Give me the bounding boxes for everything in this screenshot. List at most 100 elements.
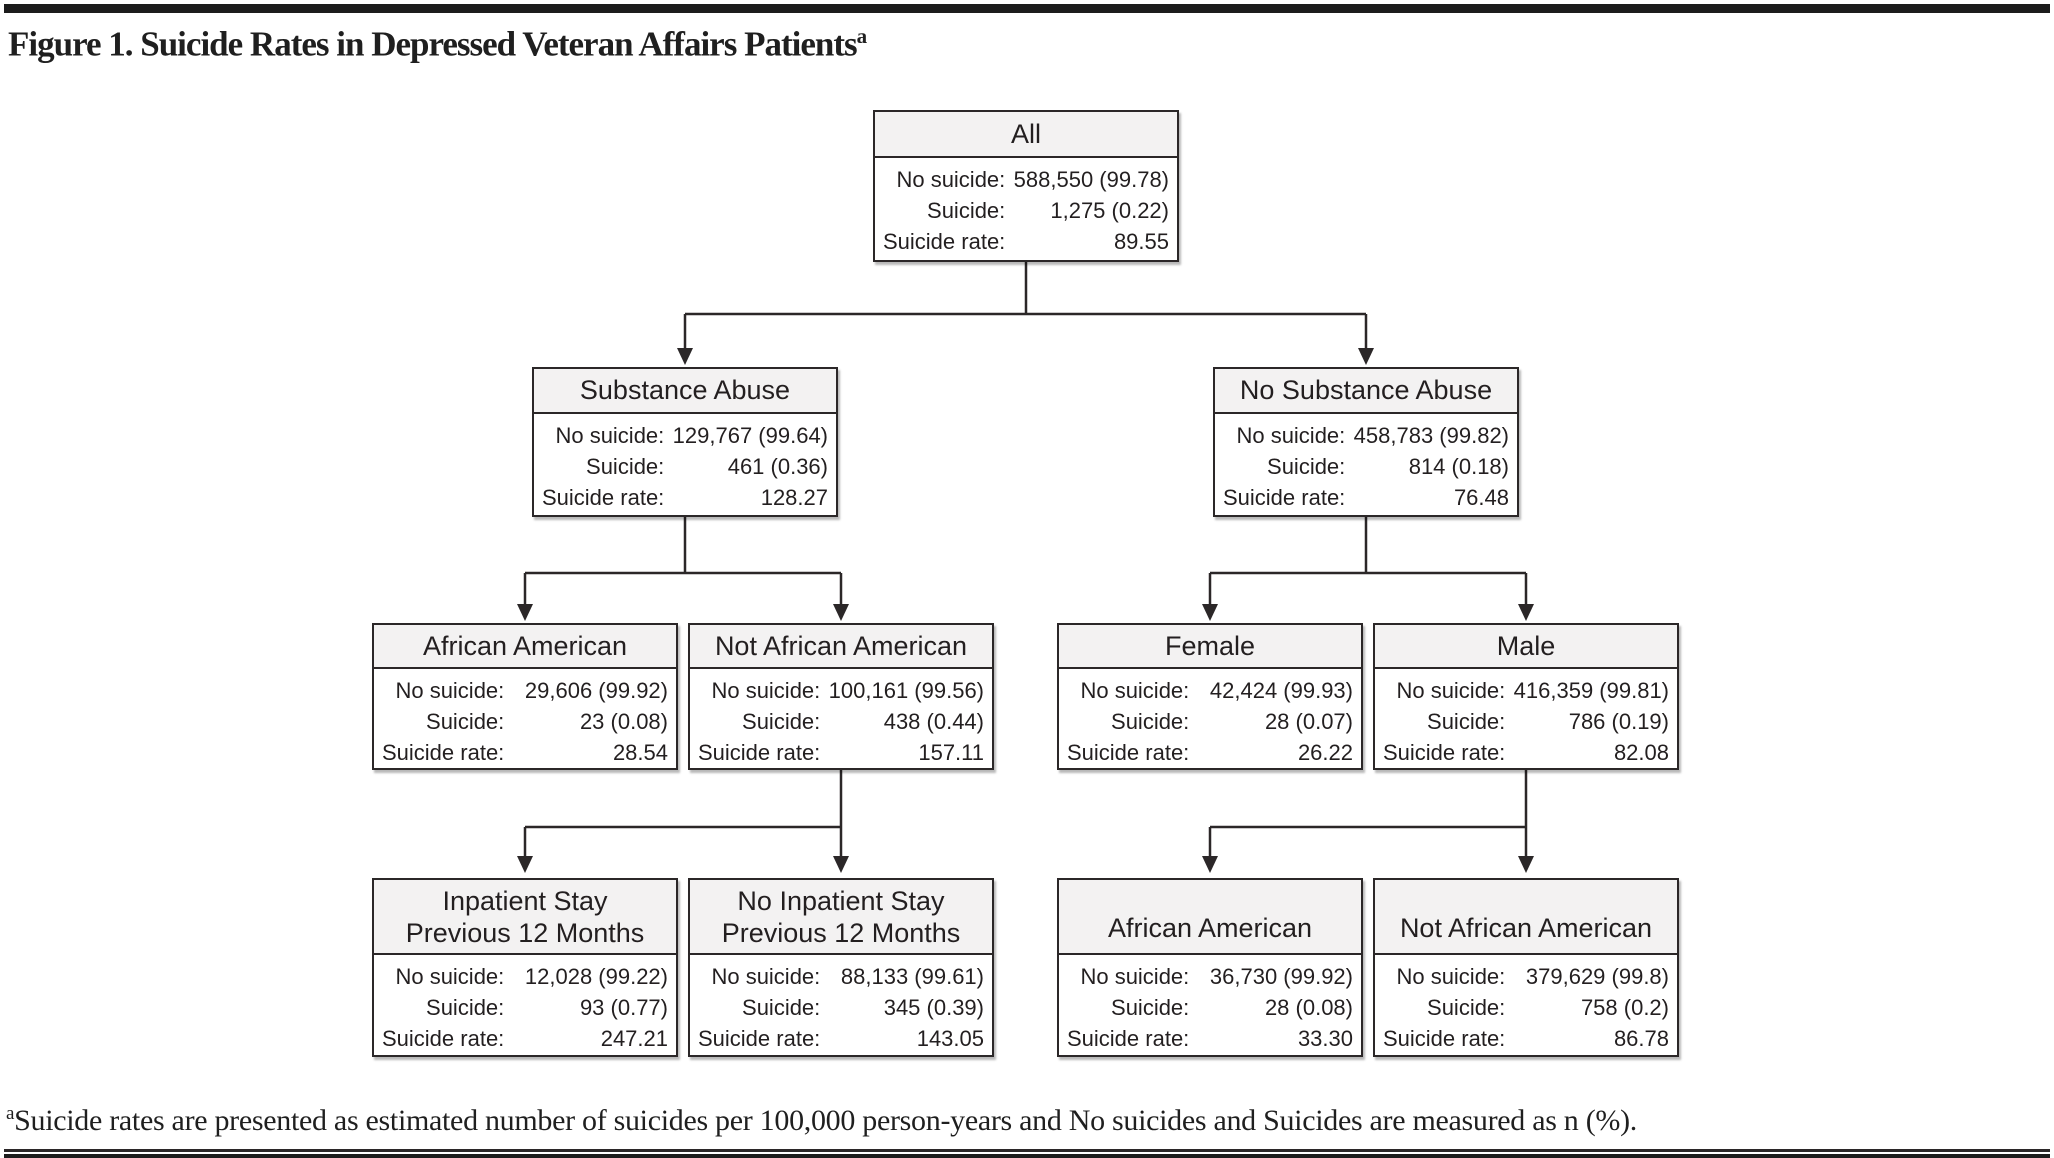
node-sa-not-african-american-title: Not African American [690, 625, 992, 669]
stat-label-suicide: Suicide: [742, 995, 821, 1020]
stat-label-no-suicide: No suicide: [1080, 678, 1190, 703]
stat-label-suicide: Suicide: [1267, 454, 1346, 479]
stat-label-suicide-rate: Suicide rate: [542, 485, 665, 510]
node-male-title: Male [1375, 625, 1677, 669]
node-no-inpatient-stay: No Inpatient Stay Previous 12 Months No … [688, 878, 994, 1057]
stat-value-no-suicide: 129,767 (99.64) [672, 423, 828, 448]
stat-label-no-suicide: No suicide: [395, 964, 505, 989]
node-male-not-african-american: Not African American No suicide: 379,629 … [1373, 878, 1679, 1057]
stat-label-suicide-rate: Suicide rate: [883, 229, 1006, 254]
stat-label-suicide-rate: Suicide rate: [698, 740, 821, 765]
stat-value-suicide: 758 (0.2) [1580, 995, 1669, 1020]
arrow-down-icon [1202, 604, 1218, 621]
stat-label-no-suicide: No suicide: [896, 167, 1006, 192]
node-substance-abuse-title: Substance Abuse [534, 369, 836, 414]
stat-label-suicide: Suicide: [927, 198, 1006, 223]
stat-label-suicide-rate: Suicide rate: [382, 740, 505, 765]
stat-value-suicide-rate: 33.30 [1297, 1026, 1353, 1051]
node-male: Male No suicide: 416,359 (99.81) Suicide:… [1373, 623, 1679, 770]
stat-value-no-suicide: 588,550 (99.78) [1013, 167, 1169, 192]
figure-title-text: Figure 1. Suicide Rates in Depressed Vet… [8, 24, 858, 64]
stat-label-suicide: Suicide: [426, 995, 505, 1020]
stat-value-suicide: 461 (0.36) [727, 454, 828, 479]
stat-value-suicide: 23 (0.08) [579, 709, 668, 734]
arrow-down-icon [833, 856, 849, 873]
stat-label-suicide-rate: Suicide rate: [382, 1026, 505, 1051]
node-female-title: Female [1059, 625, 1361, 669]
stat-value-suicide-rate: 89.55 [1113, 229, 1169, 254]
stat-label-no-suicide: No suicide: [1396, 964, 1506, 989]
arrow-down-icon [833, 604, 849, 621]
stat-value-suicide: 345 (0.39) [883, 995, 984, 1020]
arrow-down-icon [1518, 604, 1534, 621]
stat-value-no-suicide: 12,028 (99.22) [524, 964, 668, 989]
connector-not-african-american-children [523, 770, 843, 858]
stat-label-suicide: Suicide: [1427, 995, 1506, 1020]
arrow-down-icon [1358, 348, 1374, 365]
node-no-substance-abuse-stats: No suicide: 458,783 (99.82) Suicide: 814 (… [1215, 414, 1517, 513]
node-no-inpatient-stay-stats: No suicide: 88,133 (99.61) Suicide: 345 (0… [690, 955, 992, 1054]
node-all-title: All [875, 112, 1177, 158]
node-male-not-african-american-stats: No suicide: 379,629 (99.8) Suicide: 758 (0… [1375, 955, 1677, 1054]
arrow-down-icon [677, 348, 693, 365]
stat-value-no-suicide: 88,133 (99.61) [840, 964, 984, 989]
connector-male-children [1208, 770, 1528, 858]
stat-value-no-suicide: 379,629 (99.8) [1525, 964, 1669, 989]
stat-value-suicide-rate: 28.54 [612, 740, 668, 765]
node-male-stats: No suicide: 416,359 (99.81) Suicide: 786 (… [1375, 669, 1677, 768]
stat-label-suicide-rate: Suicide rate: [1067, 1026, 1190, 1051]
connector-all-children [683, 262, 1368, 352]
stat-label-suicide-rate: Suicide rate: [1223, 485, 1346, 510]
connector-no-substance-abuse-children [1208, 517, 1528, 608]
node-sa-not-african-american: Not African American No suicide: 100,161 … [688, 623, 994, 770]
node-no-substance-abuse: No Substance Abuse No suicide: 458,783 (9… [1213, 367, 1519, 517]
stat-label-suicide: Suicide: [1111, 995, 1190, 1020]
node-female: Female No suicide: 42,424 (99.93) Suicide… [1057, 623, 1363, 770]
figure-title: Figure 1. Suicide Rates in Depressed Vet… [8, 24, 867, 65]
node-title-line2: Previous 12 Months [721, 917, 961, 948]
node-inpatient-stay-title: Inpatient Stay Previous 12 Months [374, 880, 676, 955]
footnote-superscript: a [6, 1103, 15, 1124]
stat-label-no-suicide: No suicide: [1396, 678, 1506, 703]
stat-label-suicide: Suicide: [742, 709, 821, 734]
stat-value-suicide-rate: 247.21 [600, 1026, 668, 1051]
node-sa-african-american-title: African American [374, 625, 676, 669]
stat-value-suicide-rate: 128.27 [760, 485, 828, 510]
stat-value-no-suicide: 458,783 (99.82) [1353, 423, 1509, 448]
node-inpatient-stay-stats: No suicide: 12,028 (99.22) Suicide: 93 (0.… [374, 955, 676, 1054]
stat-value-suicide-rate: 86.78 [1613, 1026, 1669, 1051]
stat-label-suicide-rate: Suicide rate: [698, 1026, 821, 1051]
stat-value-suicide-rate: 82.08 [1613, 740, 1669, 765]
stat-label-no-suicide: No suicide: [555, 423, 665, 448]
stat-label-no-suicide: No suicide: [711, 678, 821, 703]
node-all-stats: No suicide: 588,550 (99.78) Suicide: 1,275… [875, 158, 1177, 257]
stat-value-suicide: 814 (0.18) [1408, 454, 1509, 479]
connector-substance-abuse-children [523, 517, 843, 608]
stat-label-suicide: Suicide: [426, 709, 505, 734]
bottom-rule-thin [4, 1149, 2050, 1152]
figure-title-superscript: a [856, 24, 867, 48]
node-substance-abuse: Substance Abuse No suicide: 129,767 (99.6… [532, 367, 838, 517]
top-rule-bar [4, 4, 2050, 13]
arrow-down-icon [517, 604, 533, 621]
footnote-text: Suicide rates are presented as estimated… [14, 1104, 1637, 1137]
stat-value-no-suicide: 416,359 (99.81) [1513, 678, 1669, 703]
stat-value-suicide: 438 (0.44) [883, 709, 984, 734]
node-male-african-american: African American No suicide: 36,730 (99.9… [1057, 878, 1363, 1057]
stat-value-no-suicide: 42,424 (99.93) [1209, 678, 1353, 703]
node-all: All No suicide: 588,550 (99.78) Suicide: 1… [873, 110, 1179, 262]
stat-value-no-suicide: 100,161 (99.56) [828, 678, 984, 703]
node-no-inpatient-stay-title: No Inpatient Stay Previous 12 Months [690, 880, 992, 955]
arrow-down-icon [517, 856, 533, 873]
node-male-african-american-title: African American [1059, 880, 1361, 955]
node-title-line1: Inpatient Stay [442, 885, 608, 916]
bottom-rule-bar [4, 1154, 2050, 1158]
stat-value-suicide-rate: 157.11 [918, 740, 984, 765]
node-male-not-african-american-title: Not African American [1375, 880, 1677, 955]
stat-label-suicide-rate: Suicide rate: [1383, 740, 1506, 765]
node-sa-african-american: African American No suicide: 29,606 (99.9… [372, 623, 678, 770]
node-title-line1: No Inpatient Stay [737, 885, 945, 916]
stat-value-no-suicide: 36,730 (99.92) [1209, 964, 1353, 989]
node-substance-abuse-stats: No suicide: 129,767 (99.64) Suicide: 461 (… [534, 414, 836, 513]
